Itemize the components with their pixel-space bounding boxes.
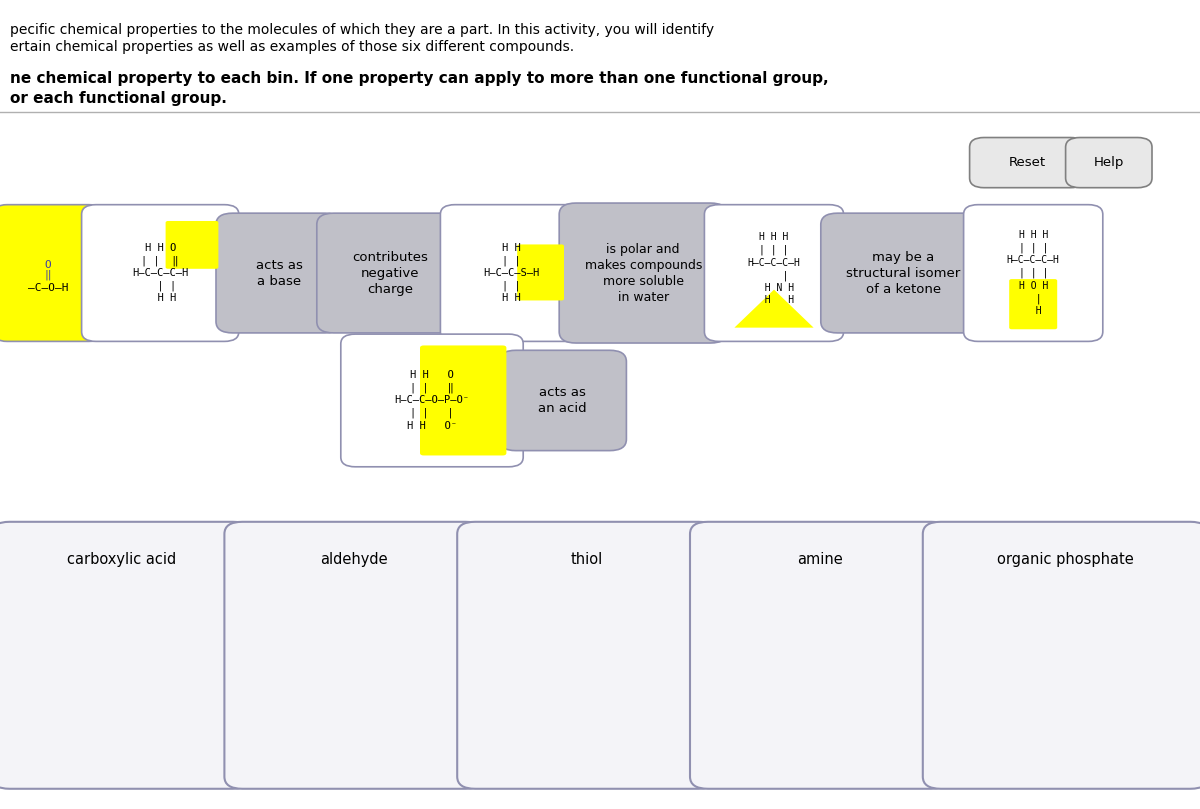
Text: is polar and
makes compounds
more soluble
in water: is polar and makes compounds more solubl… (584, 243, 702, 303)
Text: acts as
a base: acts as a base (256, 259, 302, 287)
FancyBboxPatch shape (216, 214, 342, 333)
Text: ertain chemical properties as well as examples of those six different compounds.: ertain chemical properties as well as ex… (10, 40, 574, 54)
Text: amine: amine (797, 552, 842, 567)
Text: contributes
negative
charge: contributes negative charge (352, 251, 428, 295)
Text: H H
| |
H–C–C–S–H
| |
H H: H H | | H–C–C–S–H | | H H (484, 243, 539, 303)
Text: –C–O–H: –C–O–H (28, 282, 68, 293)
Text: carboxylic acid: carboxylic acid (66, 552, 176, 567)
FancyBboxPatch shape (1009, 279, 1057, 329)
FancyBboxPatch shape (690, 522, 949, 789)
Text: H H H
| | |
H–C–C–C–H
| | |
H O H
  |
  H: H H H | | | H–C–C–C–H | | | H O H | H (1007, 230, 1060, 316)
Text: Help: Help (1093, 156, 1124, 169)
Polygon shape (734, 290, 814, 328)
FancyBboxPatch shape (341, 334, 523, 467)
Text: Reset: Reset (1009, 156, 1045, 169)
FancyBboxPatch shape (499, 350, 626, 451)
FancyBboxPatch shape (457, 522, 716, 789)
Text: H H H
| | |
H–C–C–C–H
    |
  H N H
  H   H: H H H | | | H–C–C–C–H | H N H H H (748, 232, 800, 306)
FancyBboxPatch shape (317, 214, 463, 333)
Text: thiol: thiol (571, 552, 602, 567)
FancyBboxPatch shape (224, 522, 484, 789)
Text: may be a
structural isomer
of a ketone: may be a structural isomer of a ketone (846, 251, 961, 295)
FancyBboxPatch shape (821, 214, 986, 333)
FancyBboxPatch shape (166, 221, 218, 269)
Text: organic phosphate: organic phosphate (997, 552, 1134, 567)
Text: or each functional group.: or each functional group. (10, 91, 227, 106)
FancyBboxPatch shape (970, 138, 1085, 188)
Text: pecific chemical properties to the molecules of which they are a part. In this a: pecific chemical properties to the molec… (10, 23, 714, 36)
FancyBboxPatch shape (1066, 138, 1152, 188)
Text: acts as
an acid: acts as an acid (539, 386, 587, 415)
FancyBboxPatch shape (559, 203, 727, 343)
Text: aldehyde: aldehyde (320, 552, 388, 567)
FancyBboxPatch shape (964, 205, 1103, 341)
Text: ‖: ‖ (44, 269, 52, 280)
FancyBboxPatch shape (440, 205, 582, 341)
Text: ne chemical property to each bin. If one property can apply to more than one fun: ne chemical property to each bin. If one… (10, 71, 828, 87)
FancyBboxPatch shape (517, 244, 564, 300)
Text: H H O
| |  ‖
H–C–C–C–H
  | |
  H H: H H O | | ‖ H–C–C–C–H | | H H (132, 243, 188, 303)
Text: O: O (44, 260, 52, 270)
FancyBboxPatch shape (420, 345, 506, 455)
FancyBboxPatch shape (704, 205, 844, 341)
FancyBboxPatch shape (923, 522, 1200, 789)
FancyBboxPatch shape (0, 522, 251, 789)
FancyBboxPatch shape (82, 205, 239, 341)
Text: H H   O
| |   ‖
H–C–C–O–P–O⁻
| |   |
H H   O⁻: H H O | | ‖ H–C–C–O–P–O⁻ | | | H H O⁻ (395, 371, 469, 430)
FancyBboxPatch shape (0, 205, 103, 341)
